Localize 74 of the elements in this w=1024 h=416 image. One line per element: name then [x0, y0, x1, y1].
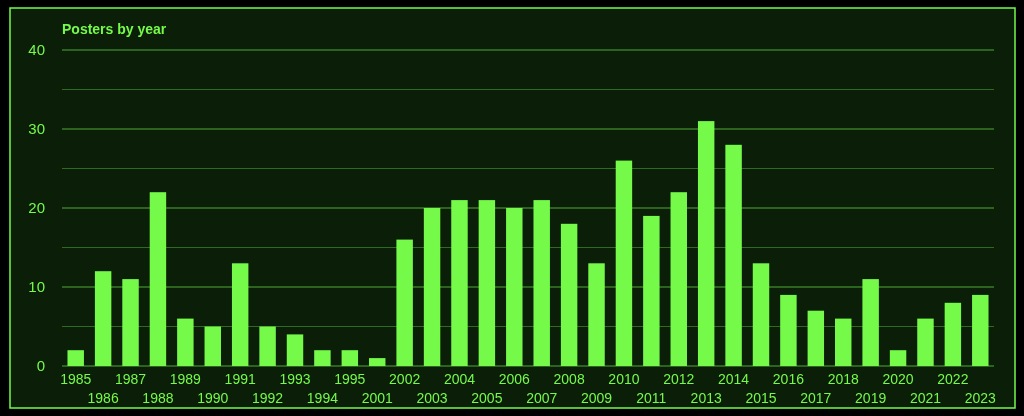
x-tick-label: 1992 — [252, 390, 284, 406]
x-tick-label: 1991 — [224, 371, 256, 387]
x-tick-label: 2001 — [361, 390, 394, 406]
bar — [725, 144, 742, 366]
bar — [506, 208, 523, 366]
bar — [917, 318, 934, 366]
x-tick-label: 1989 — [169, 371, 202, 387]
x-tick-label: 1987 — [114, 371, 147, 387]
bar — [204, 326, 221, 366]
x-tick-label: 2007 — [526, 390, 558, 406]
bar — [807, 310, 825, 366]
x-tick-label: 1990 — [197, 390, 229, 406]
x-tick-label: 2022 — [937, 371, 969, 387]
x-tick-label: 2006 — [498, 371, 531, 387]
bar — [478, 200, 496, 366]
bar — [67, 350, 84, 366]
x-tick-label: 2012 — [663, 371, 695, 387]
bar — [615, 160, 633, 366]
bar — [122, 279, 139, 366]
bar — [341, 350, 359, 366]
x-tick-label: 1986 — [87, 390, 119, 406]
bar — [780, 294, 797, 366]
bar — [588, 263, 605, 366]
y-tick-label: 0 — [36, 357, 45, 375]
bar — [944, 302, 962, 366]
chart-title: Posters by year — [62, 21, 167, 37]
bar — [835, 318, 852, 366]
bar — [752, 263, 770, 366]
x-tick-label: 2013 — [690, 390, 722, 406]
bar — [643, 215, 660, 366]
x-tick-label: 2008 — [553, 371, 585, 387]
bar — [697, 121, 715, 366]
y-tick-label: 30 — [28, 120, 45, 138]
bar — [451, 200, 468, 366]
bar — [286, 334, 304, 366]
bar — [560, 223, 578, 366]
bar — [149, 192, 167, 366]
x-tick-label: 2004 — [443, 371, 476, 387]
x-tick-label: 2005 — [471, 390, 503, 406]
x-tick-label: 1993 — [279, 371, 311, 387]
bar — [862, 279, 879, 366]
x-tick-label: 1988 — [142, 390, 174, 406]
bar — [259, 326, 276, 366]
bar — [231, 263, 249, 366]
bar — [94, 271, 112, 366]
x-tick-label: 2015 — [745, 390, 777, 406]
x-tick-label: 2010 — [608, 371, 640, 387]
x-tick-label: 2017 — [800, 390, 832, 406]
y-tick-label: 10 — [28, 278, 45, 296]
x-tick-label: 2011 — [636, 390, 667, 406]
x-tick-label: 2003 — [416, 390, 448, 406]
x-tick-label: 2018 — [827, 371, 860, 387]
bar — [533, 200, 550, 366]
x-tick-label: 2002 — [389, 371, 421, 387]
x-tick-label: 2023 — [964, 390, 997, 406]
x-tick-label: 2019 — [855, 390, 887, 406]
x-tick-label: 1994 — [306, 390, 339, 406]
x-tick-label: 2016 — [772, 371, 805, 387]
bar — [314, 350, 331, 366]
x-tick-label: 2014 — [718, 371, 750, 387]
bar — [889, 350, 907, 366]
bar — [369, 358, 386, 366]
bar — [423, 208, 441, 366]
y-tick-label: 20 — [28, 199, 45, 217]
x-tick-label: 2020 — [882, 371, 914, 387]
x-tick-label: 1985 — [60, 371, 92, 387]
bar — [670, 192, 687, 366]
bar — [177, 318, 194, 366]
x-tick-label: 2009 — [580, 390, 613, 406]
x-tick-label: 2021 — [909, 390, 942, 406]
bar — [972, 294, 989, 366]
x-tick-label: 1995 — [334, 371, 366, 387]
y-tick-label: 40 — [28, 41, 45, 59]
bar — [396, 239, 413, 366]
